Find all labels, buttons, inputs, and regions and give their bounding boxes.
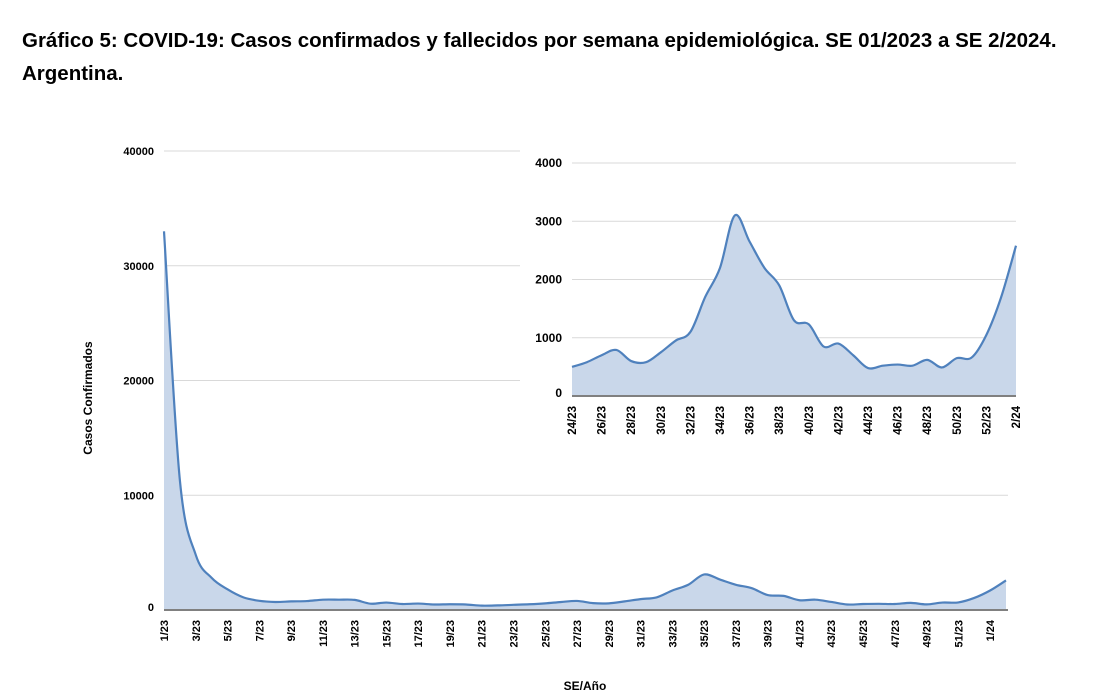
- inset-y-tick-label: 0: [555, 386, 562, 400]
- inset-area-fill: [572, 214, 1016, 396]
- main-x-tick-label: 5/23: [223, 620, 235, 641]
- main-x-tick-label: 1/24: [985, 619, 997, 641]
- inset-x-tick-label: 2/24: [1011, 405, 1023, 428]
- inset-y-tick-label: 4000: [535, 156, 562, 170]
- inset-y-tick-label: 3000: [535, 214, 562, 228]
- main-x-tick-label: 9/23: [286, 620, 298, 641]
- main-x-tick-label: 21/23: [477, 620, 489, 648]
- main-x-tick-label: 49/23: [922, 620, 934, 648]
- main-x-tick-label: 37/23: [731, 620, 743, 648]
- inset-series-line: [571, 213, 1018, 370]
- main-x-tick-label: 11/23: [318, 620, 330, 647]
- inset-x-tick-label: 44/23: [863, 406, 875, 435]
- inset-x-tick-label: 50/23: [952, 406, 964, 435]
- inset-x-tick-label: 52/23: [981, 406, 993, 435]
- main-x-tick-label: 25/23: [540, 620, 552, 648]
- main-x-tick-label: 1/23: [159, 620, 171, 641]
- main-x-tick-label: 47/23: [890, 620, 902, 648]
- main-x-tick-label: 43/23: [826, 620, 838, 648]
- y-axis-title: Casos Confirmados: [81, 341, 95, 455]
- inset-x-tick-label: 38/23: [774, 406, 786, 435]
- main-y-tick-label: 40000: [123, 146, 154, 158]
- main-x-tick-label: 45/23: [858, 620, 870, 648]
- inset-x-tick-label: 30/23: [656, 406, 668, 435]
- x-axis-title: SE/Año: [564, 679, 607, 692]
- inset-y-tick-label: 1000: [535, 331, 562, 345]
- main-x-tick-label: 35/23: [699, 620, 711, 648]
- main-x-tick-label: 3/23: [191, 620, 203, 641]
- main-y-tick-label: 10000: [123, 490, 154, 502]
- inset-x-tick-label: 32/23: [685, 406, 697, 435]
- main-x-tick-label: 19/23: [445, 620, 457, 648]
- main-x-tick-label: 7/23: [254, 620, 266, 641]
- inset-x-tick-label: 26/23: [597, 406, 609, 435]
- chart-title: Gráfico 5: COVID-19: Casos confirmados y…: [22, 29, 1057, 85]
- main-x-tick-label: 29/23: [604, 620, 616, 648]
- main-x-tick-label: 31/23: [636, 620, 648, 648]
- main-x-tick-label: 27/23: [572, 620, 584, 648]
- inset-x-tick-label: 24/23: [567, 406, 579, 435]
- main-series-line: [162, 231, 1007, 607]
- inset-x-tick-label: 36/23: [745, 406, 757, 435]
- main-y-tick-label: 20000: [123, 376, 154, 388]
- main-y-tick-label: 0: [148, 602, 154, 614]
- inset-x-tick-label: 40/23: [804, 406, 816, 435]
- main-x-tick-label: 15/23: [381, 620, 393, 648]
- main-x-tick-label: 17/23: [413, 620, 425, 648]
- main-x-tick-label: 33/23: [667, 620, 679, 648]
- inset-x-tick-label: 46/23: [893, 406, 905, 435]
- inset-x-tick-label: 42/23: [833, 406, 845, 435]
- main-x-tick-label: 41/23: [794, 620, 806, 648]
- main-x-tick-label: 23/23: [509, 620, 521, 648]
- main-x-tick-label: 13/23: [350, 620, 362, 648]
- inset-x-tick-label: 28/23: [626, 406, 638, 435]
- main-x-tick-label: 51/23: [953, 620, 965, 648]
- inset-x-tick-label: 48/23: [922, 406, 934, 435]
- main-y-tick-label: 30000: [123, 261, 154, 273]
- inset-x-tick-label: 34/23: [715, 406, 727, 435]
- inset-y-tick-label: 2000: [535, 273, 562, 287]
- main-x-tick-label: 39/23: [763, 620, 775, 648]
